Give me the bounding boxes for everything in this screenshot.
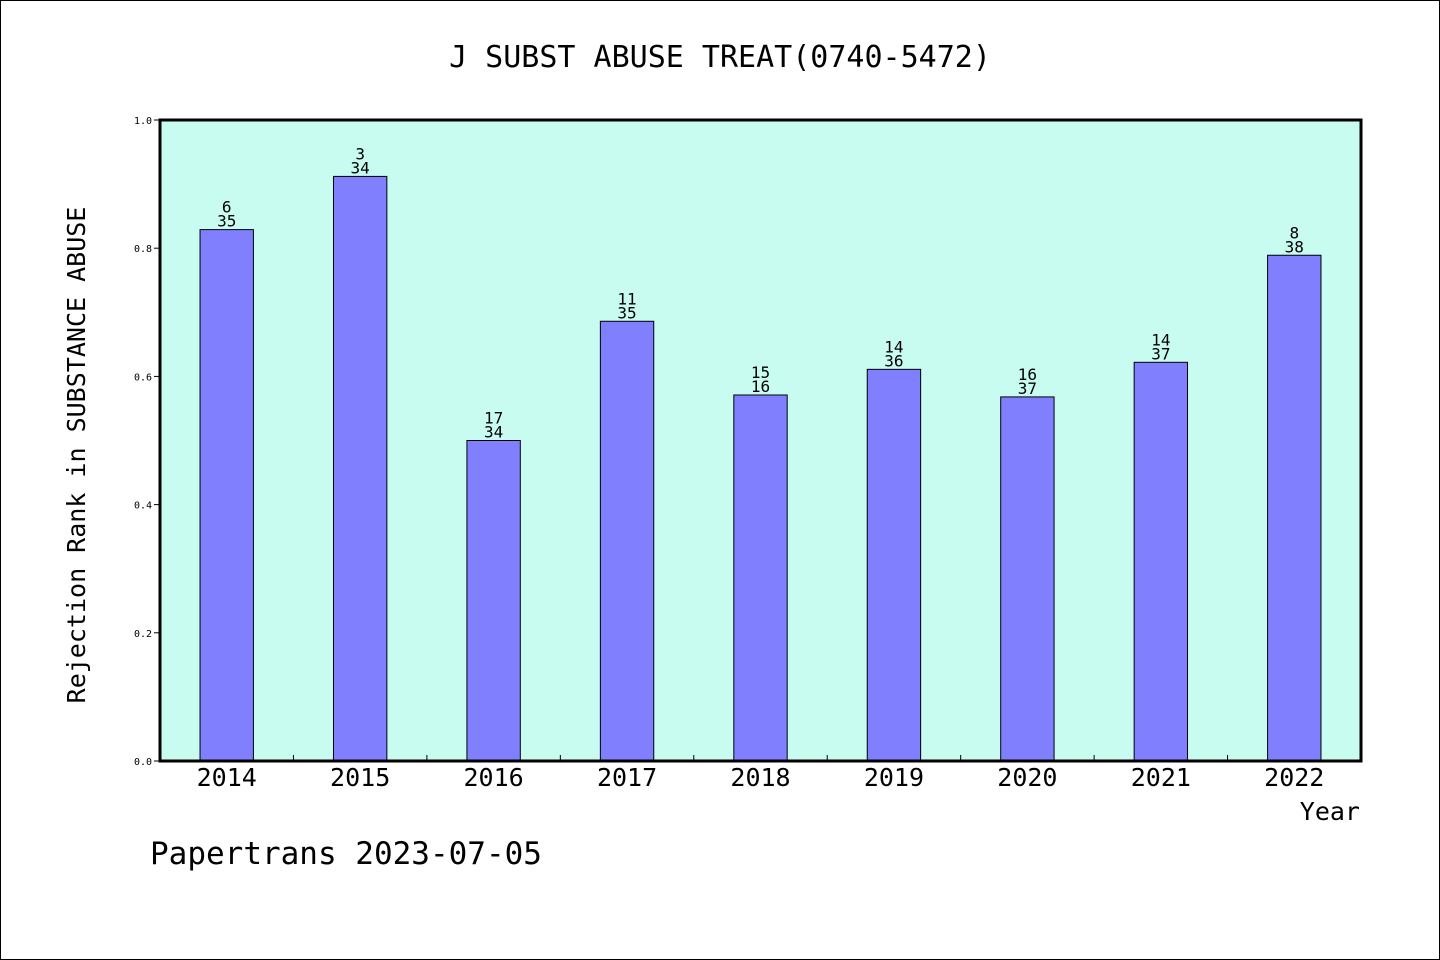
bar-2014 [199,229,254,762]
bars-group [199,175,1322,762]
bar-2017 [599,320,655,762]
bar-2015 [332,175,388,762]
bar-label-total: 16 [751,377,770,396]
x-tick-label: 2016 [464,763,524,792]
bar-label-total: 38 [1285,237,1304,256]
bar-label-rank: 3 [355,144,365,163]
chart-title: J SUBST ABUSE TREAT(0740-5472) [449,40,991,75]
y-axis-label: Rejection Rank in SUBSTANCE ABUSE [62,207,91,704]
bar-label-total: 35 [617,303,636,322]
x-tick-label: 2021 [1131,763,1191,792]
y-tick-label: 1.0 [134,116,152,127]
bar-2022 [1267,254,1322,762]
x-tick-label: 2019 [864,763,924,792]
bar-label-total: 37 [1151,344,1170,363]
bar-label-total: 34 [351,158,370,177]
bar-2019 [866,368,922,762]
bar-label-rank: 15 [751,363,770,382]
y-tick-label: 0.6 [134,372,152,383]
x-tick-label: 2017 [597,763,657,792]
bar-2016 [466,440,521,762]
bar-label-total: 37 [1018,379,1037,398]
bar-label-total: 34 [484,423,503,442]
x-axis-label: Year [1300,797,1360,826]
bar-label-rank: 14 [1151,330,1170,349]
bar-label-rank: 8 [1289,223,1299,242]
bar-label-total: 35 [217,212,236,231]
x-tick-label: 2022 [1264,763,1324,792]
bar-2020 [1000,396,1055,762]
x-axis-ticks: 2014 2015 2016 2017 2018 2019 2020 2021 2022 [197,755,1324,792]
x-tick-label: 2018 [730,763,790,792]
bar-2021 [1133,361,1189,762]
x-tick-label: 2014 [197,763,257,792]
y-tick-label: 0.0 [134,757,152,768]
bar-label-total: 36 [884,351,903,370]
x-tick-label: 2015 [330,763,390,792]
x-tick-label: 2020 [997,763,1057,792]
footer-text: Papertrans 2023-07-05 [150,836,542,872]
y-tick-label: 0.4 [134,501,152,512]
bar-2018 [733,394,788,762]
plot-frame [158,118,1363,763]
bar-label-rank: 16 [1018,365,1037,384]
bar-label-rank: 6 [222,198,232,217]
bar-label-rank: 11 [617,289,636,308]
bar-label-rank: 14 [884,337,903,356]
y-tick-label: 0.8 [134,244,152,255]
bar-label-rank: 17 [484,409,503,428]
y-tick-label: 0.2 [134,629,152,640]
